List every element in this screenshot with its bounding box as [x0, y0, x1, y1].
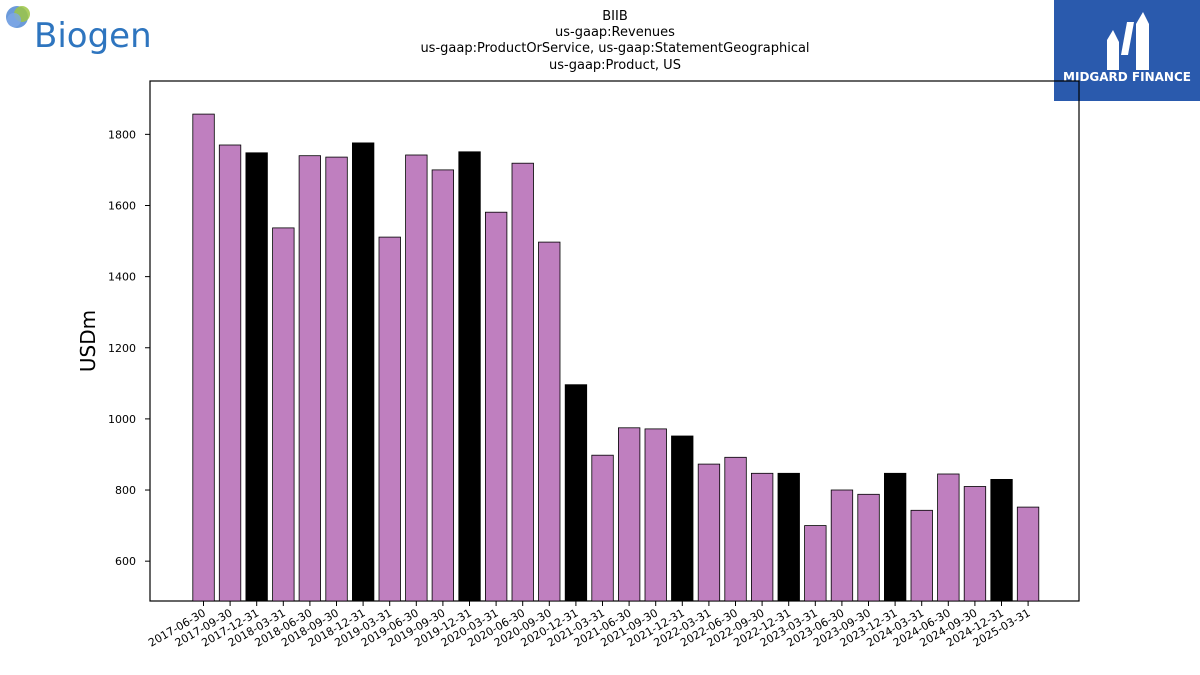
bar-2020-03-31: [484, 211, 508, 602]
y-tick-label: 1000: [108, 413, 136, 426]
bar-2024-12-31: [990, 478, 1013, 602]
bar-2021-06-30: [618, 427, 641, 602]
bar-2020-09-30: [538, 241, 561, 602]
biogen-logo-text: Biogen: [34, 16, 152, 56]
chart-title-line-4: us-gaap:Product, US: [549, 58, 681, 73]
bar-2024-03-31: [910, 509, 933, 602]
bar-2018-09-30: [325, 156, 348, 602]
y-tick-label: 1400: [108, 271, 136, 284]
plot-area-frame: [149, 80, 1080, 602]
bar-2019-09-30: [431, 169, 455, 602]
bar-2017-12-31: [245, 152, 268, 602]
chart-title-line-1: BIIB: [602, 9, 628, 24]
bar-2021-12-31: [671, 435, 694, 602]
bar-2019-12-31: [458, 151, 481, 602]
bar-2018-12-31: [351, 142, 375, 602]
bar-2019-03-31: [378, 236, 401, 602]
bar-2022-03-31: [697, 463, 721, 602]
bar-2020-12-31: [564, 384, 588, 602]
bar-2022-09-30: [751, 472, 774, 602]
bar-2022-06-30: [724, 456, 747, 602]
y-axis-ticks: 600 800 1000 1200 1400 1600 1800: [108, 128, 150, 568]
y-tick-label: 1800: [108, 128, 136, 141]
x-axis-ticks: 2017-06-302017-09-302017-12-312018-03-31…: [146, 601, 1033, 650]
y-tick-label: 1200: [108, 342, 136, 355]
chart-title-line-3: us-gaap:ProductOrService, us-gaap:Statem…: [420, 41, 809, 56]
bar-2024-09-30: [963, 486, 987, 602]
bar-2023-03-31: [804, 525, 827, 602]
midgard-m-icon: [1107, 12, 1149, 70]
y-axis-label: USDm: [76, 310, 100, 372]
bar-2023-09-30: [857, 493, 880, 602]
bar-2022-12-31: [777, 472, 800, 602]
bar-2018-03-31: [272, 227, 295, 602]
bar-2021-09-30: [644, 428, 667, 602]
bar-2023-12-31: [884, 472, 907, 602]
chart-title: BIIB us-gaap:Revenues us-gaap:ProductOrS…: [420, 9, 809, 73]
bar-2017-09-30: [218, 144, 242, 602]
chart-title-line-2: us-gaap:Revenues: [555, 25, 675, 40]
y-tick-label: 800: [115, 484, 136, 497]
bar-2020-06-30: [511, 162, 534, 602]
bar-2017-06-30: [192, 113, 215, 602]
y-tick-label: 600: [115, 555, 136, 568]
bar-2019-06-30: [405, 154, 428, 602]
bar-2023-06-30: [830, 489, 854, 602]
bar-2018-06-30: [298, 155, 322, 602]
bar-2021-03-31: [591, 454, 614, 602]
bar-2024-06-30: [937, 473, 960, 602]
midgard-finance-logo: MIDGARD FINANCE: [1054, 0, 1200, 101]
y-tick-label: 1600: [108, 199, 136, 212]
midgard-logo-text: MIDGARD FINANCE: [1063, 70, 1191, 84]
bar-2025-03-31: [1016, 506, 1040, 602]
bars-group: [192, 113, 1040, 602]
biogen-logo: Biogen: [6, 6, 152, 56]
